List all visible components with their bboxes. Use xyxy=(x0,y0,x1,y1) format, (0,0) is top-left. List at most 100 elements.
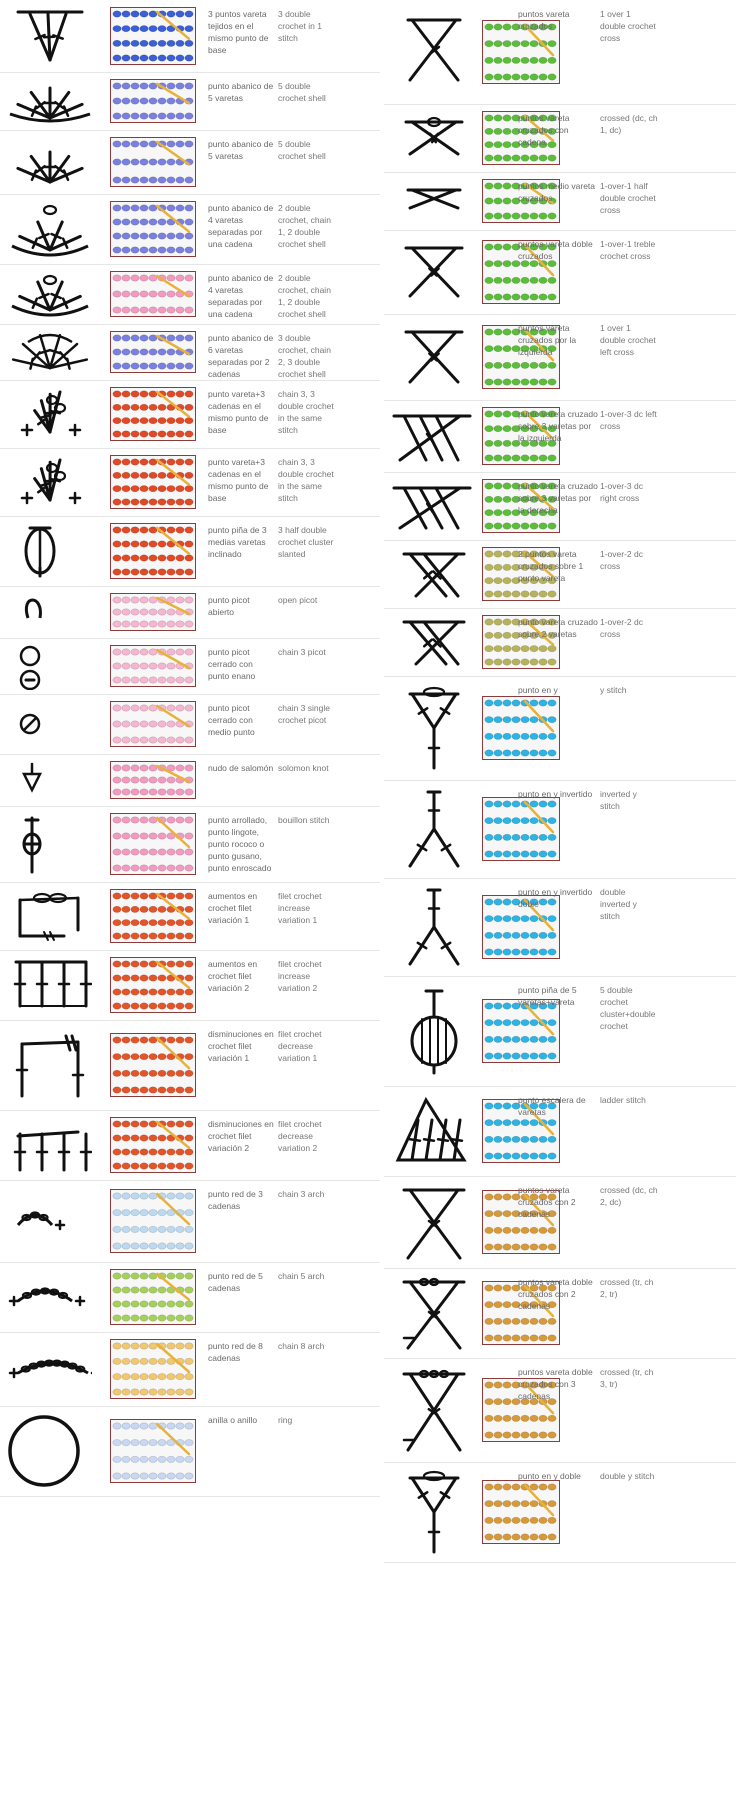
stitch-row: puntos vareta doble cruzados con 3 caden… xyxy=(384,1358,736,1463)
filet-symbol-icon xyxy=(18,892,80,941)
yarn-swatch-drawing xyxy=(483,180,559,222)
stitch-row: aumentos en crochet filet variación 1 fil… xyxy=(0,882,380,951)
stitch-name-spanish: puntos vareta doble cruzados con 2 caden… xyxy=(518,1277,593,1311)
stitch-name-english: solomon knot xyxy=(278,763,329,773)
stitch-name-spanish: punto piña de 3 medias varetas inclinado xyxy=(208,525,267,559)
fan4b-symbol-icon xyxy=(11,274,89,317)
yarn-swatch-drawing xyxy=(483,616,559,668)
stitch-row: puntos medio vareta cruzados 1-over-1 hal… xyxy=(384,172,736,231)
bobble-symbol-icon xyxy=(410,989,458,1075)
stitch-name-english: filet crochet decrease variation 2 xyxy=(278,1119,322,1153)
yarn-swatch-drawing xyxy=(111,762,195,798)
yarn-swatch-image xyxy=(110,701,196,747)
yarn-swatch-image xyxy=(482,1190,560,1254)
fan-symbol-icon xyxy=(11,204,89,257)
yarn-swatch-drawing xyxy=(111,8,195,64)
stitch-name-english: filet crochet decrease variation 1 xyxy=(278,1029,322,1063)
stitch-name-english: filet crochet increase variation 1 xyxy=(278,891,322,925)
stitch-row: punto vareta+3 cadenas en el mismo punto… xyxy=(0,380,380,449)
yarn-swatch-drawing xyxy=(111,702,195,746)
cross-symbol-icon xyxy=(392,414,472,462)
stitch-name-spanish: punto vareta cruzado sobre 2 varetas xyxy=(518,617,598,639)
stitch-name-english: chain 5 arch xyxy=(278,1271,325,1281)
stitch-row: puntos vareta cruzados con 2 cadenas cros… xyxy=(384,1176,736,1269)
stitch-name-english: chain 8 arch xyxy=(278,1341,325,1351)
stitch-name-english: ladder stitch xyxy=(600,1095,646,1105)
yarn-swatch-image xyxy=(110,1419,196,1483)
stitch-row: punto escalera de varetas ladder stitch xyxy=(384,1086,736,1177)
yarn-swatch-image xyxy=(110,1269,196,1325)
arch-symbol-icon xyxy=(8,1287,86,1307)
stitch-name-spanish: punto en y xyxy=(518,685,558,695)
stitch-row: anilla o anillo ring xyxy=(0,1406,380,1497)
stitch-row: punto vareta cruzado sobre 3 varetas por… xyxy=(384,400,736,473)
stitch-name-english: y stitch xyxy=(600,685,627,695)
stitch-name-english: crossed (tr, ch 3, tr) xyxy=(600,1367,654,1389)
stitch-name-english: chain 3, 3 double crochet in the same st… xyxy=(278,457,334,503)
half-symbol-icon xyxy=(20,390,82,437)
stitch-name-spanish: punto picot abierto xyxy=(208,595,250,617)
stitch-name-spanish: punto vareta cruzado sobre 3 varetas por… xyxy=(518,481,598,515)
xc-symbol-icon xyxy=(402,1188,466,1260)
stitch-name-spanish: puntos vareta cruzados con 2 cadenas xyxy=(518,1185,576,1219)
yarn-swatch-image xyxy=(110,1339,196,1399)
cross-symbol-icon xyxy=(404,116,464,156)
stitch-name-spanish: punto picot cerrado con punto enano xyxy=(208,647,256,681)
cluster-symbol-icon xyxy=(16,10,84,62)
filet-symbol-icon xyxy=(15,1034,85,1098)
arch-symbol-icon xyxy=(8,1359,92,1379)
stitch-name-english: crossed (dc, ch 2, dc) xyxy=(600,1185,658,1207)
stitch-name-spanish: punto abanico de 4 varetas separadas por… xyxy=(208,273,274,319)
yarn-swatch-image xyxy=(482,547,560,601)
yarn-swatch-image xyxy=(482,325,560,389)
yarn-swatch-image xyxy=(110,593,196,631)
fan-symbol-icon xyxy=(11,333,89,370)
stitch-row: punto red de 5 cadenas chain 5 arch xyxy=(0,1262,380,1333)
stitch-row: punto picot abierto open picot xyxy=(0,586,380,639)
stitch-row: puntos vareta doble cruzados 1-over-1 tre… xyxy=(384,230,736,315)
yarn-swatch-image xyxy=(110,523,196,579)
stitch-row: punto red de 8 cadenas chain 8 arch xyxy=(0,1332,380,1407)
stitch-name-english: 5 double crochet shell xyxy=(278,81,326,103)
stitch-row: punto en y doble double y stitch xyxy=(384,1462,736,1563)
yarn-swatch-drawing xyxy=(483,896,559,958)
stitch-row: punto abanico de 6 varetas separadas por… xyxy=(0,324,380,381)
stitch-name-english: chain 3 arch xyxy=(278,1189,325,1199)
stitch-row: puntos vareta cruzados por la izquierda 1… xyxy=(384,314,736,401)
stitch-name-english: double inverted y stitch xyxy=(600,887,637,921)
stitch-name-english: 3 double crochet in 1 stitch xyxy=(278,9,322,43)
stitch-name-english: 1 over 1 double crochet cross xyxy=(600,9,656,43)
yarn-swatch-drawing xyxy=(111,202,195,256)
fan-symbol-icon xyxy=(9,86,91,123)
yarn-swatch-image xyxy=(110,455,196,509)
stitch-name-spanish: aumentos en crochet filet variación 1 xyxy=(208,891,258,925)
stitch-row: punto vareta cruzado sobre 2 varetas 1-ov… xyxy=(384,608,736,677)
stitch-name-english: 1-over-2 dc cross xyxy=(600,617,643,639)
yarn-swatch-drawing xyxy=(111,958,195,1012)
stitch-name-spanish: nudo de salomón xyxy=(208,763,274,773)
stitch-name-spanish: punto picot cerrado con medio punto xyxy=(208,703,255,737)
yarn-swatch-image xyxy=(482,895,560,959)
bouillon-symbol-icon xyxy=(22,816,42,874)
picot-symbol-icon xyxy=(24,598,42,619)
stitch-name-english: 1-over-3 dc right cross xyxy=(600,481,643,503)
stitch-name-english: double y stitch xyxy=(600,1471,655,1481)
stitch-name-spanish: punto vareta cruzado sobre 3 varetas por… xyxy=(518,409,598,443)
stitch-name-english: 1 over 1 double crochet left cross xyxy=(600,323,656,357)
stitch-name-spanish: puntos vareta cruzados con cadena xyxy=(518,113,570,147)
yarn-swatch-drawing xyxy=(483,1191,559,1253)
stitch-name-spanish: 3 puntos vareta tejidos en el mismo punt… xyxy=(208,9,269,55)
yarn-swatch-image xyxy=(482,615,560,669)
stitch-name-spanish: punto abanico de 5 varetas xyxy=(208,81,274,103)
yarn-swatch-drawing xyxy=(111,388,195,440)
stitch-row: puntos vareta cruzados con cadena crossed… xyxy=(384,104,736,173)
yarn-swatch-drawing xyxy=(483,408,559,464)
stitch-name-english: 1-over-1 half double crochet cross xyxy=(600,181,656,215)
stitch-row: punto piña de 3 medias varetas inclinado… xyxy=(0,516,380,587)
stitch-row: punto vareta+3 cadenas en el mismo punto… xyxy=(0,448,380,517)
yarn-swatch-drawing xyxy=(483,548,559,600)
stitch-row: 3 puntos vareta tejidos en el mismo punt… xyxy=(0,0,380,73)
stitch-row: punto en y invertido doble double inverte… xyxy=(384,878,736,977)
yarn-swatch-image xyxy=(110,957,196,1013)
yarn-swatch-image xyxy=(482,1099,560,1163)
